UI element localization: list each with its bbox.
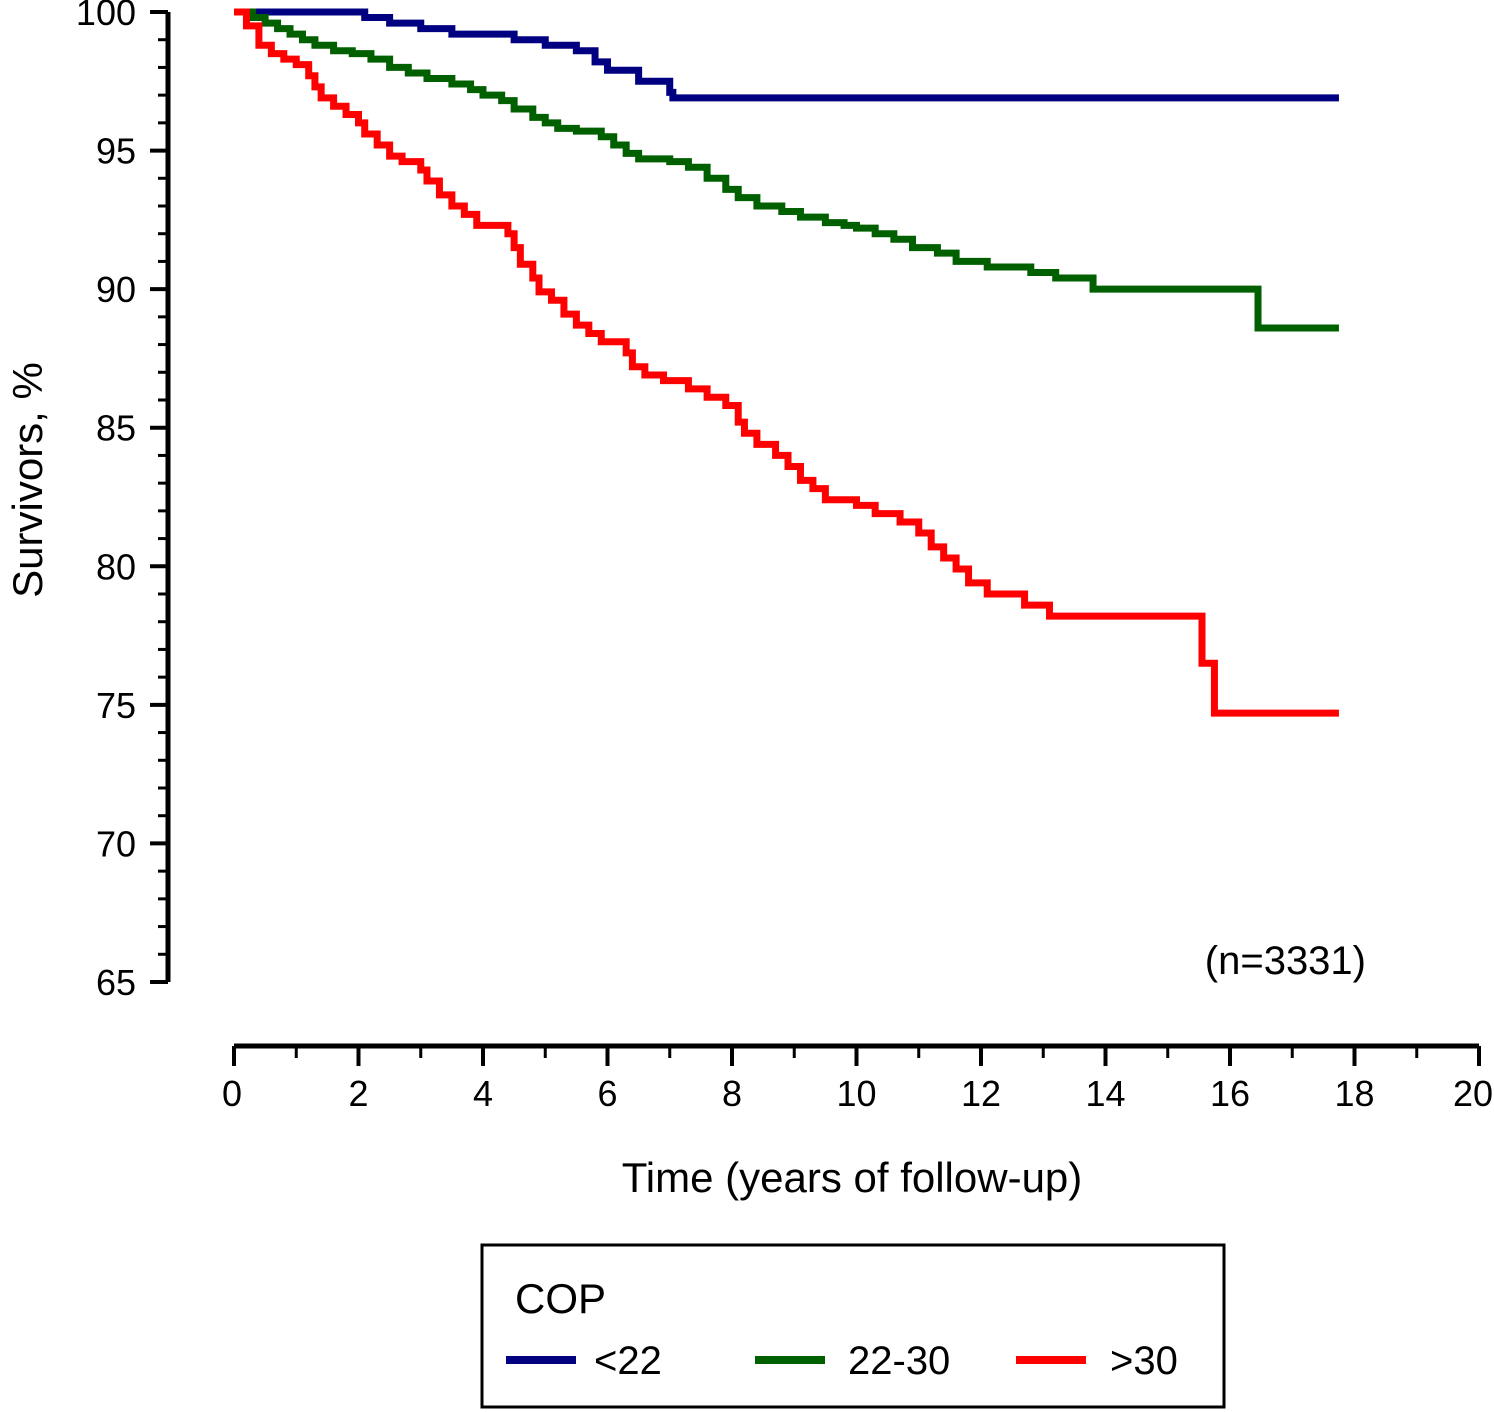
legend-label: 22-30	[848, 1339, 950, 1383]
x-tick-label: 0	[222, 1073, 242, 1114]
x-tick-label: 14	[1085, 1073, 1125, 1114]
y-tick-label: 80	[96, 546, 136, 587]
y-tick-label: 95	[96, 131, 136, 172]
y-tick-label: 85	[96, 408, 136, 449]
x-tick-label: 6	[597, 1073, 617, 1114]
x-axis-title: Time (years of follow-up)	[622, 1154, 1083, 1201]
legend-box	[480, 1243, 1226, 1409]
x-tick-label: 18	[1334, 1073, 1374, 1114]
y-tick-label: 70	[96, 823, 136, 864]
x-tick-label: 10	[836, 1073, 876, 1114]
x-tick-label: 8	[722, 1073, 742, 1114]
x-tick-label: 4	[473, 1073, 493, 1114]
series-line-2	[234, 8, 1339, 332]
legend: COP <22 22-30 >30	[480, 1243, 1226, 1409]
series-line-1	[234, 8, 1339, 102]
y-axis-ticks	[150, 10, 168, 984]
y-axis-title: Survivors, %	[4, 362, 51, 598]
series-line-3	[234, 8, 1339, 717]
x-tick-label: 12	[961, 1073, 1001, 1114]
y-axis: 65 70 75 80 85 90 95 100 Survivors, %	[4, 0, 171, 1003]
legend-title: COP	[515, 1275, 606, 1322]
y-tick-label: 90	[96, 269, 136, 310]
x-axis: 0 2 4 6 8 10 12 14 16 18 20 Time (years of follow-…	[222, 1043, 1493, 1201]
x-tick-label: 20	[1453, 1073, 1493, 1114]
legend-label: <22	[594, 1339, 662, 1383]
x-tick-label: 16	[1210, 1073, 1250, 1114]
legend-label: >30	[1110, 1339, 1178, 1383]
x-axis-ticks	[232, 1046, 1481, 1066]
y-tick-label: 100	[76, 0, 136, 33]
y-tick-label: 65	[96, 962, 136, 1003]
y-axis-tick-labels: 65 70 75 80 85 90 95 100	[76, 0, 136, 1003]
sample-size-annotation: (n=3331)	[1205, 939, 1366, 983]
y-tick-label: 75	[96, 685, 136, 726]
survival-curves	[234, 8, 1339, 717]
x-axis-tick-labels: 0 2 4 6 8 10 12 14 16 18 20	[222, 1073, 1493, 1114]
legend-entries: <22 22-30 >30	[506, 1339, 1178, 1383]
x-tick-label: 2	[348, 1073, 368, 1114]
